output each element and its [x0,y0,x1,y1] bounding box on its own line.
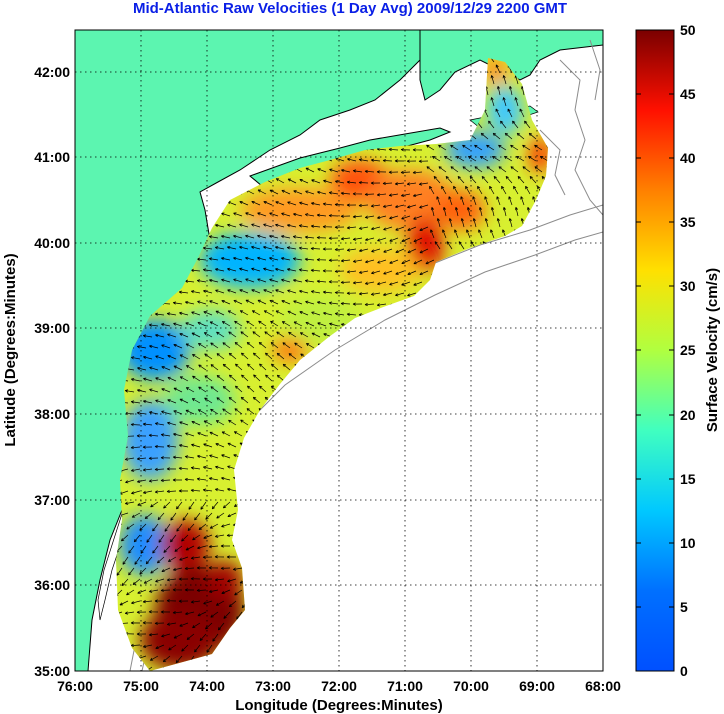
plot-frame [74,29,604,672]
lon-tick: 70:00 [453,678,489,694]
colorbar-tick: 45 [680,86,696,102]
lat-tick: 37:00 [34,492,70,508]
lat-tick: 38:00 [34,406,70,422]
lon-tick: 74:00 [189,678,225,694]
colorbar-tick: 10 [680,535,696,551]
map-title: Mid-Atlantic Raw Velocities (1 Day Avg) … [132,0,568,17]
colorbar-tick: 5 [680,599,688,615]
colorbar: 50 45 40 35 30 25 20 15 10 5 0 Surface V… [635,22,721,679]
colorbar-tick: 0 [680,663,688,679]
colorbar-title: Surface Velocity (cm/s) [704,268,721,432]
colorbar-tick: 50 [680,22,696,38]
colorbar-gradient [635,29,675,672]
lon-tick: 72:00 [321,678,357,694]
plot-area [75,30,603,671]
x-axis-title: Longitude (Degrees:Minutes) [235,697,443,714]
map-grid [75,30,603,671]
lon-tick: 69:00 [519,678,555,694]
lat-tick: 39:00 [34,320,70,336]
y-axis-title: Latitude (Degrees:Minutes) [2,253,19,446]
lat-tick: 42:00 [34,64,70,80]
lat-tick: 40:00 [34,235,70,251]
lon-tick: 68:00 [585,678,621,694]
colorbar-tick: 40 [680,150,696,166]
lon-tick-labels: 76:00 75:00 74:00 73:00 72:00 71:00 70:0… [57,678,621,694]
lat-tick: 41:00 [34,149,70,165]
lat-tick-labels: 42:00 41:00 40:00 39:00 38:00 37:00 36:0… [34,64,70,679]
lon-tick: 76:00 [57,678,93,694]
lon-tick: 75:00 [123,678,159,694]
colorbar-tick: 25 [680,342,696,358]
colorbar-tick: 20 [680,407,696,423]
lon-tick: 73:00 [255,678,291,694]
colorbar-tick: 35 [680,214,696,230]
colorbar-tick: 30 [680,278,696,294]
lat-tick: 36:00 [34,577,70,593]
colorbar-tick: 15 [680,471,696,487]
lat-tick: 35:00 [34,663,70,679]
lon-tick: 71:00 [387,678,423,694]
